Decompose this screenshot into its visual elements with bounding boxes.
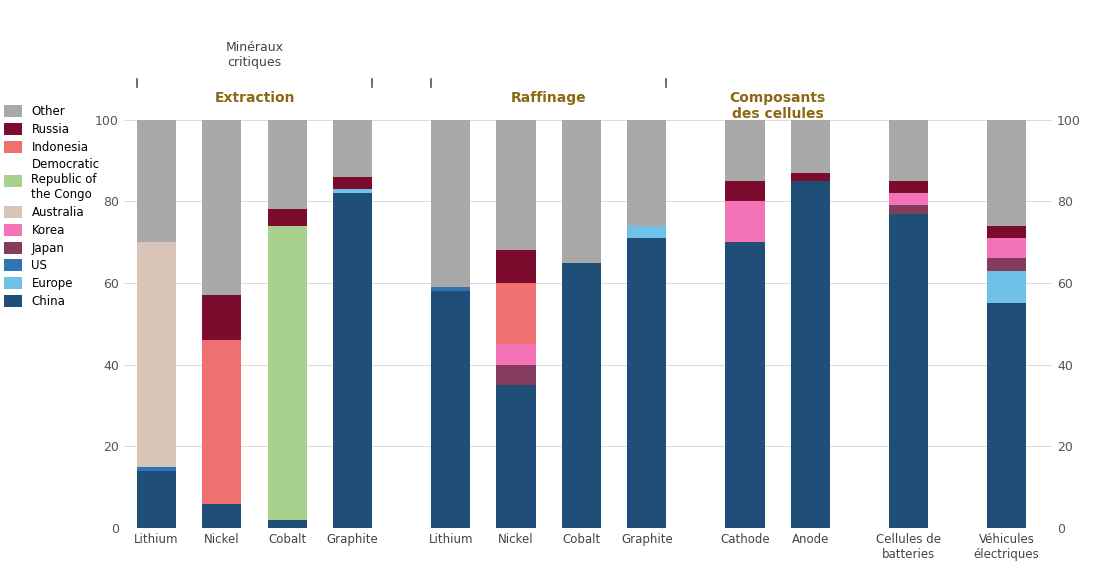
Bar (496, 120, 536, 251)
Bar (889, 120, 928, 181)
Bar (790, 173, 830, 181)
Bar (986, 259, 1026, 271)
Bar (333, 177, 373, 189)
Text: Minéraux
critiques: Minéraux critiques (226, 40, 284, 69)
Bar (562, 120, 601, 263)
Bar (889, 193, 928, 206)
Text: Composants
des cellules: Composants des cellules (730, 91, 825, 121)
Bar (267, 520, 307, 528)
Bar (627, 238, 666, 528)
Bar (267, 226, 307, 520)
Text: Raffinage: Raffinage (511, 91, 586, 105)
Bar (267, 210, 307, 226)
Bar (137, 467, 176, 471)
Bar (726, 242, 765, 528)
Bar (790, 120, 830, 173)
Bar (889, 181, 928, 193)
Bar (496, 251, 536, 283)
Bar (496, 385, 536, 528)
Bar (333, 193, 373, 528)
Bar (986, 226, 1026, 238)
Bar (203, 120, 241, 295)
Bar (137, 242, 176, 467)
Bar (562, 263, 601, 528)
Bar (203, 503, 241, 528)
Bar (203, 340, 241, 503)
Bar (627, 226, 666, 238)
Bar (137, 120, 176, 242)
Bar (986, 304, 1026, 528)
Bar (431, 287, 470, 291)
Bar (726, 201, 765, 242)
Bar (986, 120, 1026, 226)
Text: Extraction: Extraction (215, 91, 295, 105)
Bar (267, 120, 307, 210)
Bar (137, 471, 176, 528)
Bar (496, 283, 536, 344)
Bar (496, 344, 536, 365)
Legend: Other, Russia, Indonesia, Democratic
Republic of
the Congo, Australia, Korea, Ja: Other, Russia, Indonesia, Democratic Rep… (4, 105, 100, 308)
Bar (431, 291, 470, 528)
Bar (726, 120, 765, 181)
Bar (726, 181, 765, 201)
Bar (496, 365, 536, 385)
Bar (333, 189, 373, 193)
Bar (203, 295, 241, 340)
Bar (431, 120, 470, 287)
Bar (986, 238, 1026, 259)
Bar (627, 120, 666, 226)
Bar (889, 214, 928, 528)
Bar (986, 271, 1026, 304)
Bar (333, 120, 373, 177)
Bar (790, 181, 830, 528)
Bar (889, 206, 928, 214)
